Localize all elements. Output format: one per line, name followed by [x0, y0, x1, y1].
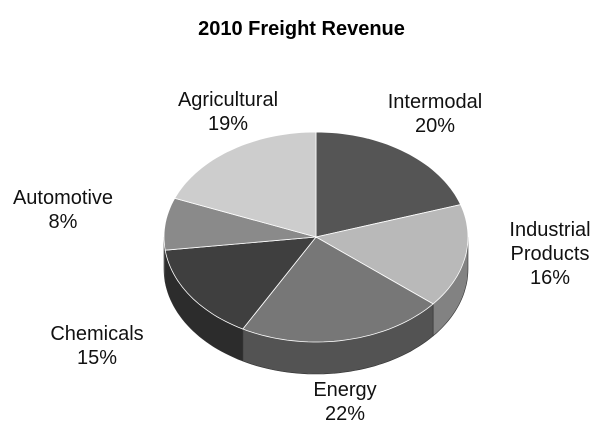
slice-label: Intermodal 20%	[365, 90, 505, 138]
category-label: Automotive	[12, 187, 114, 209]
value-label: 8%	[48, 211, 78, 233]
slice-label: Automotive 8%	[0, 186, 133, 234]
value-label: 15%	[76, 347, 118, 369]
category-label: Chemicals	[50, 323, 144, 345]
value-label: 16%	[529, 267, 571, 289]
slice	[174, 131, 317, 238]
chart-title: 2010 Freight Revenue	[198, 18, 405, 40]
category-label: Energy	[313, 379, 377, 401]
slice-label: Industrial Products 16%	[490, 218, 603, 290]
category-label: Agricultural	[177, 89, 279, 111]
category-label: Intermodal	[387, 91, 483, 113]
slice-label: Energy 22%	[275, 378, 415, 426]
slice	[164, 236, 317, 330]
slice	[242, 236, 434, 343]
value-label: 20%	[414, 115, 456, 137]
slice-label: Agricultural 19%	[158, 88, 298, 136]
slice	[314, 204, 469, 305]
value-label: 22%	[324, 403, 366, 425]
slice	[163, 197, 317, 251]
slice-label: Chemicals 15%	[27, 322, 167, 370]
value-label: 19%	[207, 113, 249, 135]
slice	[315, 131, 462, 238]
category-label: Industrial Products	[509, 219, 591, 265]
